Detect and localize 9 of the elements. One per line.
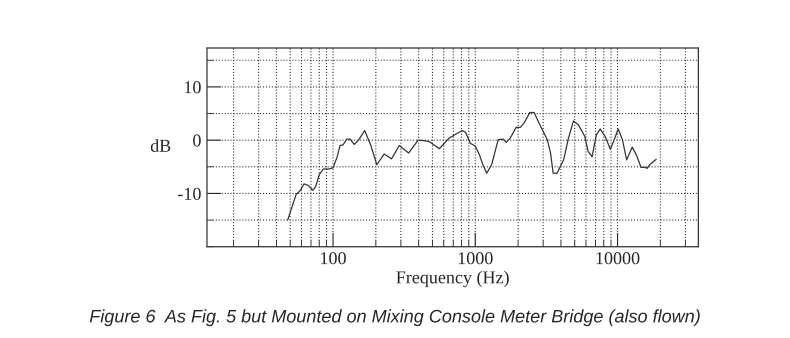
caption: Figure 6 As Fig. 5 but Mounted on Mixing Console Meter Bridge (also flown) <box>90 309 700 326</box>
x-axis-title: Frequency (Hz) <box>396 270 509 288</box>
y-tick-label: 0 <box>193 134 201 147</box>
y-axis-title: dB <box>150 139 170 152</box>
x-tick-label: 10000 <box>596 252 640 264</box>
x-tick-label: 100 <box>321 252 346 264</box>
y-tick-label: 10 <box>184 81 201 94</box>
x-tick-label: 1000 <box>458 252 493 264</box>
y-tick-label: -10 <box>178 188 201 200</box>
